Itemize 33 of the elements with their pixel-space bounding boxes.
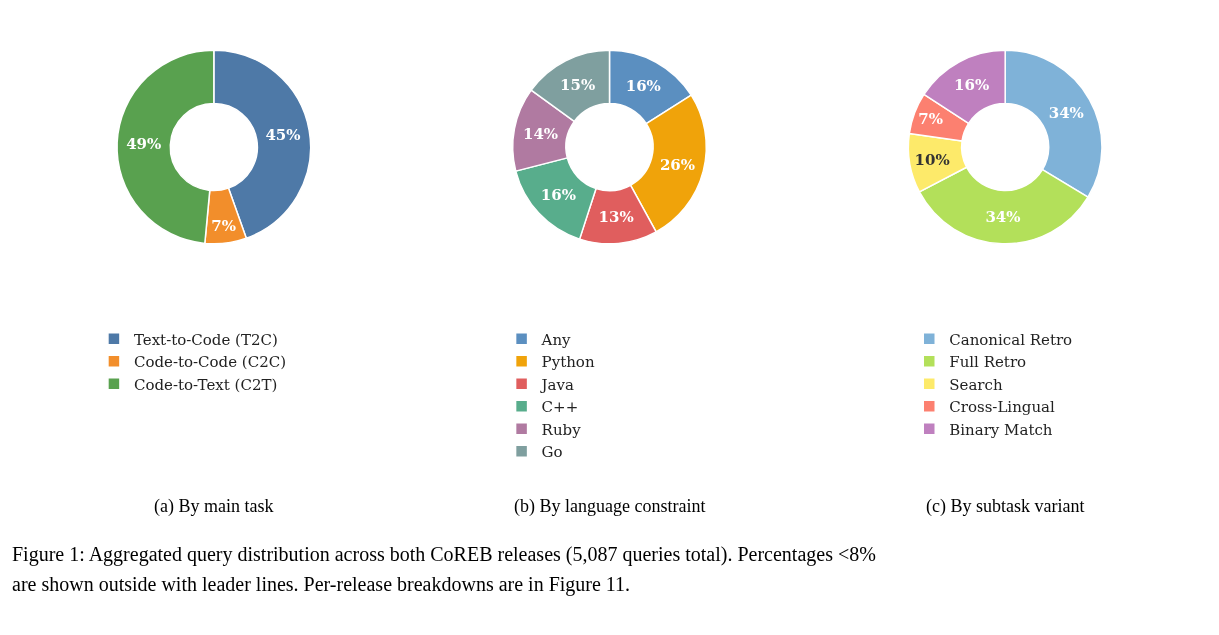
legend-label: Python [541, 353, 595, 372]
caption: Figure 1: Aggregated query distribution across both CoREB releases (5,087 queries total). Percentages <8% [12, 543, 876, 566]
data-label: 16% [625, 76, 661, 95]
data-label: 13% [598, 207, 634, 226]
legend-label: Search [949, 375, 1003, 394]
data-label: 34% [1048, 103, 1084, 122]
legend-label: Canonical Retro [949, 330, 1073, 349]
legend-label: Full Retro [949, 353, 1027, 372]
data-label: 45% [265, 126, 301, 145]
data-label: 15% [560, 75, 596, 94]
data-label: 26% [659, 155, 696, 174]
legend-label: Ruby [541, 420, 582, 439]
data-label: 49% [126, 134, 162, 153]
data-label: 34% [985, 208, 1021, 227]
legend-label: Java [539, 375, 575, 394]
legend-label: Text-to-Code (T2C) [133, 330, 278, 349]
legend-label: Binary Match [949, 420, 1053, 439]
legend-label: Code-to-Text (C2T) [133, 375, 278, 394]
legend-label: Go [541, 443, 563, 462]
data-label: 16% [540, 186, 576, 205]
legend-label: C++ [541, 398, 579, 417]
text: (c) By subtask variant [926, 496, 1085, 517]
legend-label: Code-to-Code (C2C) [133, 353, 287, 372]
data-label: 16% [954, 76, 990, 95]
text: are shown outside with leader lines. Per-release breakdowns are in Figure 11. [12, 573, 631, 596]
data-label: 7% [211, 217, 237, 236]
legend-label: Any [540, 330, 572, 349]
data-label: 10% [914, 150, 950, 169]
text: (a) By main task [154, 496, 274, 517]
data-label: 14% [522, 124, 559, 143]
legend-label: Cross-Lingual [949, 398, 1056, 417]
text: (b) By language constraint [514, 496, 706, 517]
data-label: 7% [918, 110, 943, 129]
